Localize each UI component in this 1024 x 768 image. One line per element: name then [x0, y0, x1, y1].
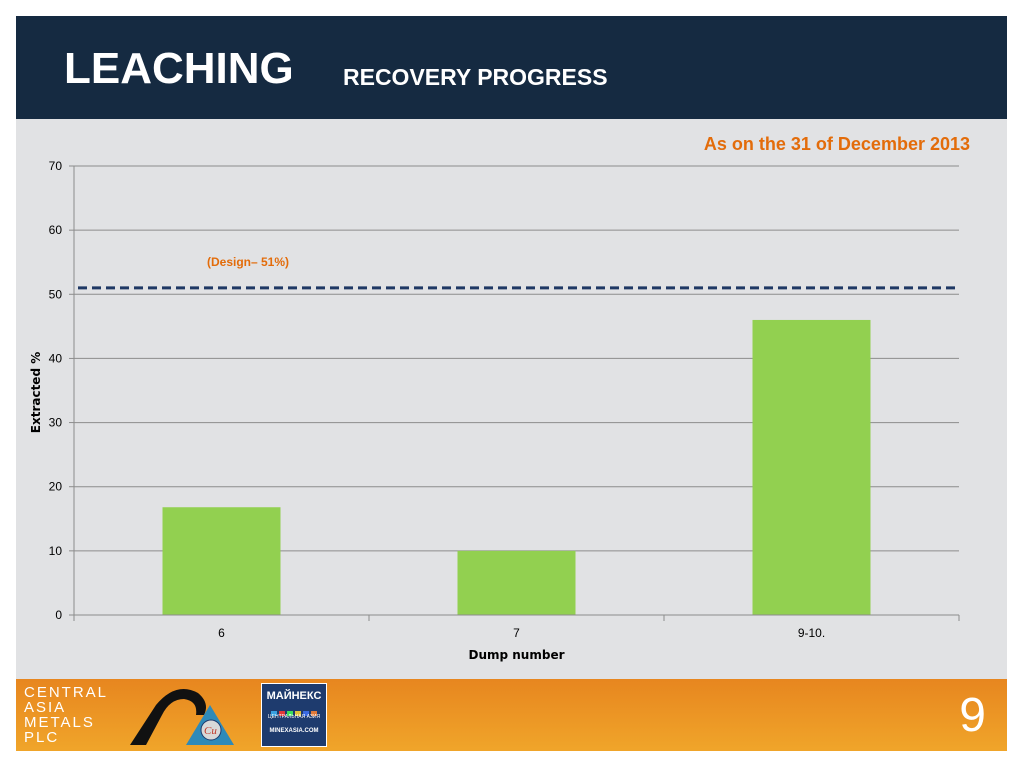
- bar-9-10.: [752, 319, 871, 615]
- y-tick-label: 20: [49, 480, 63, 494]
- y-tick-label: 40: [49, 351, 63, 365]
- y-tick-label: 50: [49, 287, 63, 301]
- bar-6: [162, 507, 281, 615]
- slide-title: LEACHING: [64, 44, 294, 93]
- y-tick-label: 0: [55, 608, 62, 622]
- date-note: As on the 31 of December 2013: [703, 134, 970, 154]
- minex-asia-logo: МАЙНЕКС ЦЕНТРАЛЬНАЯ АЗИЯ MINEXASIA.COM: [261, 683, 327, 747]
- central-asia-metals-logo: CENTRAL ASIA METALS PLC Cu: [24, 685, 234, 747]
- minex-url: MINEXASIA.COM: [269, 728, 319, 734]
- slide-subtitle: RECOVERY PROGRESS: [343, 64, 608, 90]
- slide-header: LEACHING RECOVERY PROGRESS: [16, 16, 1007, 119]
- logo-line-1: CENTRAL: [24, 684, 109, 701]
- x-axis-title: Dump number: [468, 648, 564, 662]
- logo-line-2: ASIA: [24, 699, 67, 716]
- page-number: 9: [959, 689, 986, 742]
- logo-line-3: METALS: [24, 714, 95, 731]
- design-label: (Design– 51%): [207, 255, 289, 269]
- y-tick-label: 70: [49, 159, 63, 173]
- y-tick-label: 10: [49, 544, 63, 558]
- logo-line-4: PLC: [24, 729, 60, 746]
- x-tick-label: 6: [218, 626, 225, 640]
- y-axis-title: Extracted %: [29, 352, 43, 433]
- minex-flags-icon: [262, 704, 326, 716]
- bar-7: [457, 550, 576, 615]
- company-logo-text: CENTRAL ASIA METALS PLC: [24, 685, 108, 745]
- cu-symbol: Cu: [204, 725, 217, 737]
- x-tick-label: 9-10.: [798, 626, 825, 640]
- y-tick-label: 60: [49, 223, 63, 237]
- y-tick-label: 30: [49, 416, 63, 430]
- minex-subtitle: ЦЕНТРАЛЬНАЯ АЗИЯ: [267, 714, 321, 720]
- bar-chart: 0 10 20 30 40 50 60 70 6 7 9-10. (Design– 51%) Dump …: [29, 159, 960, 662]
- x-tick-label: 7: [513, 626, 520, 640]
- minex-name: МАЙНЕКС: [266, 690, 322, 702]
- copper-swoosh-icon: Cu: [130, 689, 234, 745]
